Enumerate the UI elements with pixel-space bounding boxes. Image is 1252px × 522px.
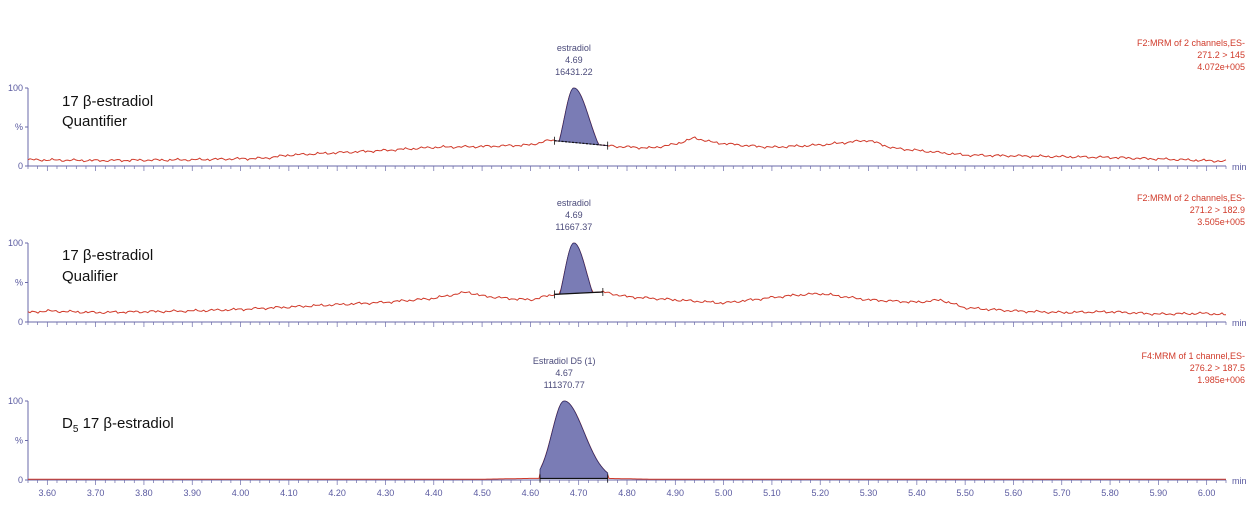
panel-1-marks: 100% 0 min estradiol 4.69 16431.22 F2:MRM of 2…: [8, 38, 1247, 172]
x-tick-label: 5.30: [860, 488, 878, 498]
x-tick-label: 6.00: [1198, 488, 1216, 498]
x-tick-label: 3.80: [135, 488, 153, 498]
panel-d5-internal-standard: D5 17 β-estradiol: [62, 415, 174, 435]
panel-2-marks: 100% 0 min estradiol 4.69 11667.37 F2:MRM of 2…: [8, 193, 1247, 328]
peak-rt-label: 4.69: [565, 210, 583, 220]
channel-info-line: 276.2 > 187.5: [1190, 363, 1245, 373]
peak-area: [554, 242, 603, 295]
x-tick-label: 4.80: [618, 488, 636, 498]
panel2-channel-label: Qualifier: [62, 268, 118, 285]
trace-line: [27, 87, 1227, 163]
x-tick-label: 4.30: [377, 488, 395, 498]
panel1-channel-label: Quantifier: [62, 113, 127, 130]
channel-info-line: F2:MRM of 2 channels,ES-: [1137, 38, 1245, 48]
x-tick-label: 5.80: [1101, 488, 1119, 498]
panel-qualifier: 17 β-estradiol Qualifier: [62, 247, 153, 285]
panel-quantifier: 17 β-estradiol Quantifier: [62, 93, 153, 130]
peak-name-label: estradiol: [557, 198, 591, 208]
x-tick-label: 4.60: [522, 488, 540, 498]
x-tick-label: 4.50: [473, 488, 491, 498]
x-tick-label: 4.90: [667, 488, 685, 498]
channel-info-line: 1.985e+006: [1197, 375, 1245, 385]
x-tick-labels: 3.60 3.70 3.80 3.90 4.00 4.10 4.20 4.30 4.40 4.50…: [39, 488, 1216, 498]
x-tick-label: 5.00: [715, 488, 733, 498]
panel-3-marks: 100% 0 min Estradiol D5 (1) 4.67 111370.77 F4:…: [8, 351, 1247, 486]
channel-info-line: 3.505e+005: [1197, 217, 1245, 227]
peak-area-label: 111370.77: [544, 380, 585, 390]
channel-info-line: 4.072e+005: [1197, 62, 1245, 72]
x-tick-label: 5.90: [1150, 488, 1168, 498]
x-tick-label: 3.60: [39, 488, 57, 498]
x-unit-label: min: [1232, 476, 1247, 486]
peak-name-label: Estradiol D5 (1): [533, 356, 596, 366]
x-tick-label: 5.40: [908, 488, 926, 498]
peak-baseline: [554, 291, 603, 295]
x-tick-label: 4.70: [570, 488, 588, 498]
y-tick-label: 100: [8, 396, 23, 406]
panel2-compound-label: 17 β-estradiol: [62, 247, 153, 264]
peak-area: [539, 400, 609, 479]
peak-area-label: 11667.37: [555, 222, 592, 232]
x-tick-label: 5.10: [763, 488, 781, 498]
x-tick-label: 3.70: [87, 488, 105, 498]
x-tick-label: 5.20: [811, 488, 829, 498]
x-tick-label: 3.90: [183, 488, 201, 498]
channel-info-line: F2:MRM of 2 channels,ES-: [1137, 193, 1245, 203]
peak-baseline: [554, 140, 608, 147]
x-tick-label: 5.70: [1053, 488, 1071, 498]
x-tick-label: 4.10: [280, 488, 298, 498]
panel1-compound-label: 17 β-estradiol: [62, 93, 153, 110]
y-tick-label: 0: [18, 317, 23, 327]
x-unit-label: min: [1232, 162, 1247, 172]
y-tick-label: %: [15, 122, 23, 132]
channel-info-line: F4:MRM of 1 channel,ES-: [1141, 351, 1245, 361]
y-tick-label: 0: [18, 161, 23, 171]
peak-rt-label: 4.69: [565, 55, 583, 65]
x-tick-label: 5.50: [956, 488, 974, 498]
y-tick-label: %: [15, 436, 23, 446]
y-tick-label: %: [15, 278, 23, 288]
channel-info-line: 271.2 > 182.9: [1190, 205, 1245, 215]
peak-area-label: 16431.22: [555, 67, 593, 77]
chart-marks: 100% 0 min estradiol 4.69 16431.22 F2:MRM of 2…: [8, 38, 1247, 498]
x-unit-label: min: [1232, 318, 1247, 328]
y-tick-label: 100: [8, 238, 23, 248]
x-tick-label: 4.00: [232, 488, 250, 498]
peak-area: [554, 87, 608, 146]
trace-line: [27, 242, 1226, 316]
panel3-compound-label: D5 17 β-estradiol: [62, 415, 174, 435]
x-tick-label: 5.60: [1005, 488, 1023, 498]
y-tick-label: 0: [18, 475, 23, 485]
trace-line: [28, 400, 1226, 480]
x-tick-label: 4.20: [328, 488, 346, 498]
y-tick-label: 100: [8, 83, 23, 93]
peak-name-label: estradiol: [557, 43, 591, 53]
x-tick-label: 4.40: [425, 488, 443, 498]
channel-info-line: 271.2 > 145: [1197, 50, 1245, 60]
peak-rt-label: 4.67: [555, 368, 573, 378]
